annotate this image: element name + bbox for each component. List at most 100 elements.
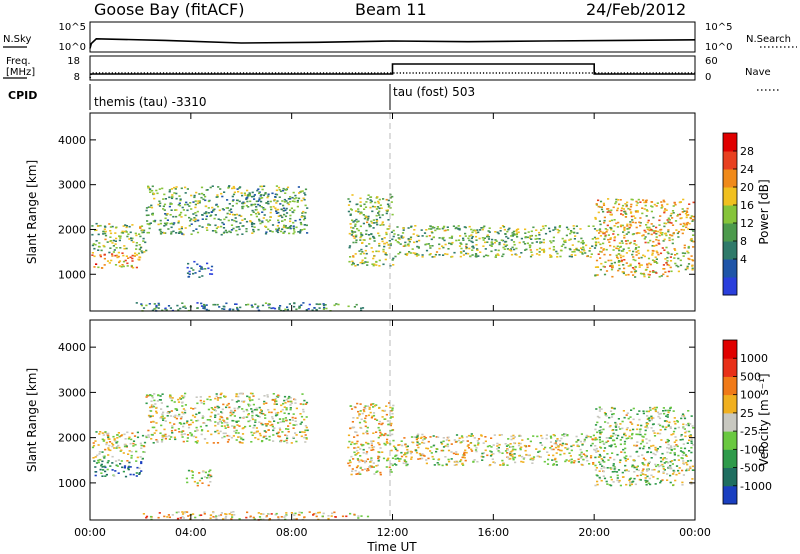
vel-scatter-cell xyxy=(598,439,601,441)
power-scatter-cell xyxy=(613,239,616,242)
power-scatter-cell xyxy=(245,198,248,200)
vel-scatter-cell xyxy=(461,463,464,465)
power-scatter-cell xyxy=(150,204,153,207)
vel-scatter-cell xyxy=(509,457,512,460)
power-scatter-cell xyxy=(467,237,470,240)
vel-x-tick-label: 00:00 xyxy=(679,526,711,539)
power-scatter-cell xyxy=(625,204,628,207)
nsky-series-line xyxy=(89,37,696,49)
vel-scatter-cell xyxy=(367,469,370,471)
vel-scatter-cell xyxy=(614,445,617,448)
vel-scatter-cell xyxy=(582,453,585,455)
vel-scatter-cell xyxy=(115,447,118,449)
power-scatter-cell xyxy=(542,251,546,254)
vel-scatter-cell xyxy=(260,422,263,425)
power-scatter-cell xyxy=(688,203,691,205)
power-scatter-cell xyxy=(431,256,434,258)
vel-scatter-cell xyxy=(161,413,164,415)
power-scatter-cell xyxy=(370,247,373,249)
vel-scatter-cell xyxy=(184,411,187,414)
vel-scatter-cell xyxy=(275,400,278,402)
vel-scatter-cell xyxy=(140,462,143,465)
vel-scatter-cell xyxy=(391,464,394,467)
power-scatter-cell xyxy=(610,268,614,271)
power-scatter-cell xyxy=(351,194,354,196)
power-scatter-cell xyxy=(631,221,634,224)
power-scatter-cell xyxy=(111,242,114,244)
vel-scatter-cell xyxy=(97,444,100,446)
power-scatter-cell xyxy=(389,197,392,199)
vel-scatter-cell xyxy=(333,511,336,514)
power-scatter-cell xyxy=(554,226,557,229)
vel-scatter-cell xyxy=(661,452,664,455)
vel-scatter-cell xyxy=(544,446,547,449)
power-scatter-cell xyxy=(104,238,107,241)
power-scatter-cell xyxy=(236,308,239,310)
vel-scatter-cell xyxy=(659,432,662,435)
power-scatter-cell xyxy=(653,232,656,234)
power-scatter-cell xyxy=(104,234,108,237)
power-scatter-cell xyxy=(173,222,176,224)
vel-scatter-cell xyxy=(136,436,140,439)
power-scatter-cell xyxy=(552,236,555,239)
power-scatter-cell xyxy=(257,213,261,215)
vel-scatter-cell xyxy=(509,443,512,445)
vel-scatter-cell xyxy=(691,425,694,427)
power-scatter-cell xyxy=(677,265,680,268)
power-scatter-cell xyxy=(502,253,505,256)
power-scatter-cell xyxy=(356,228,359,230)
power-scatter-cell xyxy=(571,244,574,246)
vel-scatter-cell xyxy=(598,476,601,479)
power-scatter-cell xyxy=(670,222,673,224)
power-scatter-cell xyxy=(186,266,189,269)
vel-scatter-cell xyxy=(185,477,188,480)
vel-scatter-cell xyxy=(661,458,665,461)
vel-scatter-cell xyxy=(132,440,136,442)
vel-scatter-cell xyxy=(656,447,659,450)
vel-scatter-cell xyxy=(257,438,260,441)
vel-scatter-cell xyxy=(294,398,297,401)
vel-scatter-cell xyxy=(118,446,121,449)
vel-scatter-cell xyxy=(194,441,197,443)
vel-scatter-cell xyxy=(417,433,420,436)
power-scatter-cell xyxy=(361,262,364,265)
power-scatter-cell xyxy=(94,243,97,246)
power-scatter-cell xyxy=(228,230,231,233)
vel-scatter-cell xyxy=(206,419,209,421)
power-scatter-cell xyxy=(247,193,250,196)
vel-scatter-cell xyxy=(281,420,285,422)
vel-scatter-cell xyxy=(164,433,167,436)
power-scatter-cell xyxy=(611,264,614,267)
vel-scatter-cell xyxy=(489,455,493,457)
vel-scatter-cell xyxy=(654,410,657,413)
vel-scatter-cell xyxy=(642,412,645,415)
vel-scatter-cell xyxy=(350,443,353,446)
power-scatter-cell xyxy=(631,198,634,201)
power-scatter-cell xyxy=(471,231,474,234)
vel-scatter-cell xyxy=(262,518,265,521)
vel-scatter-cell xyxy=(430,452,433,454)
power-scatter-cell xyxy=(666,275,669,278)
vel-scatter-cell xyxy=(230,518,233,520)
vel-scatter-cell xyxy=(312,513,315,515)
vel-scatter-cell xyxy=(623,443,626,445)
power-scatter-cell xyxy=(425,249,429,252)
vel-scatter-cell xyxy=(219,396,222,399)
power-scatter-cell xyxy=(647,241,650,244)
power-scatter-cell xyxy=(118,239,121,242)
vel-scatter-cell xyxy=(426,447,430,450)
power-scatter-cell xyxy=(383,242,386,245)
power-scatter-cell xyxy=(409,252,412,254)
vel-scatter-cell xyxy=(598,461,601,463)
vel-scatter-cell xyxy=(353,513,356,516)
power-scatter-cell xyxy=(603,238,606,240)
vel-scatter-cell xyxy=(578,454,581,456)
vel-scatter-cell xyxy=(513,453,516,455)
power-scatter-cell xyxy=(366,216,369,219)
vel-scatter-cell xyxy=(610,444,613,446)
vel-scatter-cell xyxy=(363,410,366,413)
power-scatter-cell xyxy=(417,235,420,237)
power-scatter-cell xyxy=(369,201,372,204)
vel-scatter-cell xyxy=(102,469,105,471)
vel-scatter-cell xyxy=(668,421,671,424)
